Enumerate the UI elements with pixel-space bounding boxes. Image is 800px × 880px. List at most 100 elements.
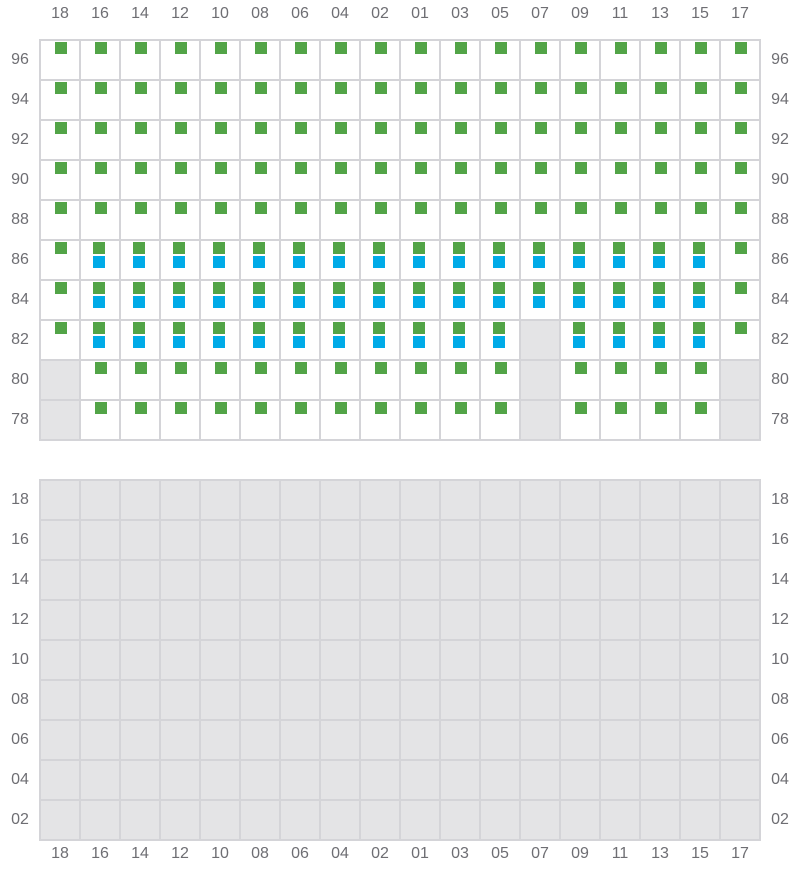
- grid-cell[interactable]: [201, 201, 239, 239]
- grid-cell[interactable]: [721, 41, 759, 79]
- grid-cell[interactable]: [561, 321, 599, 359]
- grid-cell[interactable]: [161, 401, 199, 439]
- grid-cell[interactable]: [561, 401, 599, 439]
- grid-cell[interactable]: [521, 121, 559, 159]
- grid-cell[interactable]: [281, 241, 319, 279]
- grid-cell[interactable]: [681, 121, 719, 159]
- grid-cell[interactable]: [481, 41, 519, 79]
- grid-cell[interactable]: [721, 161, 759, 199]
- grid-cell[interactable]: [121, 401, 159, 439]
- grid-cell[interactable]: [81, 121, 119, 159]
- grid-cell[interactable]: [601, 321, 639, 359]
- grid-cell[interactable]: [521, 161, 559, 199]
- grid-cell[interactable]: [201, 121, 239, 159]
- grid-cell[interactable]: [641, 41, 679, 79]
- grid-cell[interactable]: [281, 361, 319, 399]
- grid-cell[interactable]: [441, 161, 479, 199]
- grid-cell[interactable]: [401, 361, 439, 399]
- grid-cell[interactable]: [41, 321, 79, 359]
- grid-cell[interactable]: [321, 41, 359, 79]
- grid-cell[interactable]: [161, 281, 199, 319]
- grid-cell[interactable]: [281, 321, 319, 359]
- grid-cell[interactable]: [401, 201, 439, 239]
- grid-cell[interactable]: [121, 161, 159, 199]
- grid-cell[interactable]: [201, 241, 239, 279]
- grid-cell[interactable]: [41, 201, 79, 239]
- grid-cell[interactable]: [521, 81, 559, 119]
- grid-cell[interactable]: [361, 41, 399, 79]
- grid-cell[interactable]: [41, 241, 79, 279]
- grid-cell[interactable]: [321, 81, 359, 119]
- grid-cell[interactable]: [281, 41, 319, 79]
- grid-cell[interactable]: [281, 201, 319, 239]
- grid-cell[interactable]: [561, 281, 599, 319]
- grid-cell[interactable]: [641, 361, 679, 399]
- grid-cell[interactable]: [321, 401, 359, 439]
- grid-cell[interactable]: [41, 161, 79, 199]
- grid-cell[interactable]: [81, 361, 119, 399]
- grid-cell[interactable]: [41, 281, 79, 319]
- grid-cell[interactable]: [641, 401, 679, 439]
- grid-cell[interactable]: [481, 241, 519, 279]
- grid-cell[interactable]: [81, 41, 119, 79]
- grid-cell[interactable]: [681, 361, 719, 399]
- grid-cell[interactable]: [81, 201, 119, 239]
- grid-cell[interactable]: [241, 281, 279, 319]
- grid-cell[interactable]: [561, 161, 599, 199]
- grid-cell[interactable]: [681, 41, 719, 79]
- grid-cell[interactable]: [321, 321, 359, 359]
- grid-cell[interactable]: [241, 361, 279, 399]
- grid-cell[interactable]: [641, 281, 679, 319]
- grid-cell[interactable]: [641, 321, 679, 359]
- grid-cell[interactable]: [721, 121, 759, 159]
- grid-cell[interactable]: [721, 201, 759, 239]
- grid-cell[interactable]: [481, 81, 519, 119]
- grid-cell[interactable]: [161, 41, 199, 79]
- grid-cell[interactable]: [201, 361, 239, 399]
- grid-cell[interactable]: [641, 241, 679, 279]
- grid-cell[interactable]: [361, 281, 399, 319]
- grid-cell[interactable]: [681, 201, 719, 239]
- grid-cell[interactable]: [561, 241, 599, 279]
- grid-cell[interactable]: [481, 281, 519, 319]
- grid-cell[interactable]: [721, 281, 759, 319]
- grid-cell[interactable]: [641, 161, 679, 199]
- grid-cell[interactable]: [601, 361, 639, 399]
- grid-cell[interactable]: [601, 201, 639, 239]
- grid-cell[interactable]: [41, 41, 79, 79]
- grid-cell[interactable]: [201, 161, 239, 199]
- grid-cell[interactable]: [81, 321, 119, 359]
- grid-cell[interactable]: [201, 41, 239, 79]
- grid-cell[interactable]: [681, 241, 719, 279]
- grid-cell[interactable]: [201, 81, 239, 119]
- grid-cell[interactable]: [481, 401, 519, 439]
- grid-cell[interactable]: [601, 121, 639, 159]
- grid-cell[interactable]: [601, 81, 639, 119]
- grid-cell[interactable]: [521, 201, 559, 239]
- grid-cell[interactable]: [681, 401, 719, 439]
- grid-cell[interactable]: [321, 281, 359, 319]
- grid-cell[interactable]: [361, 241, 399, 279]
- grid-cell[interactable]: [441, 81, 479, 119]
- grid-cell[interactable]: [361, 81, 399, 119]
- grid-cell[interactable]: [321, 241, 359, 279]
- grid-cell[interactable]: [161, 361, 199, 399]
- grid-cell[interactable]: [121, 281, 159, 319]
- grid-cell[interactable]: [121, 321, 159, 359]
- grid-cell[interactable]: [441, 401, 479, 439]
- grid-cell[interactable]: [321, 161, 359, 199]
- grid-cell[interactable]: [361, 201, 399, 239]
- grid-cell[interactable]: [281, 281, 319, 319]
- grid-cell[interactable]: [321, 361, 359, 399]
- grid-cell[interactable]: [401, 241, 439, 279]
- grid-cell[interactable]: [81, 81, 119, 119]
- grid-cell[interactable]: [241, 81, 279, 119]
- grid-cell[interactable]: [121, 361, 159, 399]
- grid-cell[interactable]: [401, 81, 439, 119]
- grid-cell[interactable]: [121, 241, 159, 279]
- grid-cell[interactable]: [41, 121, 79, 159]
- grid-cell[interactable]: [81, 161, 119, 199]
- grid-cell[interactable]: [401, 121, 439, 159]
- grid-cell[interactable]: [361, 361, 399, 399]
- grid-cell[interactable]: [601, 281, 639, 319]
